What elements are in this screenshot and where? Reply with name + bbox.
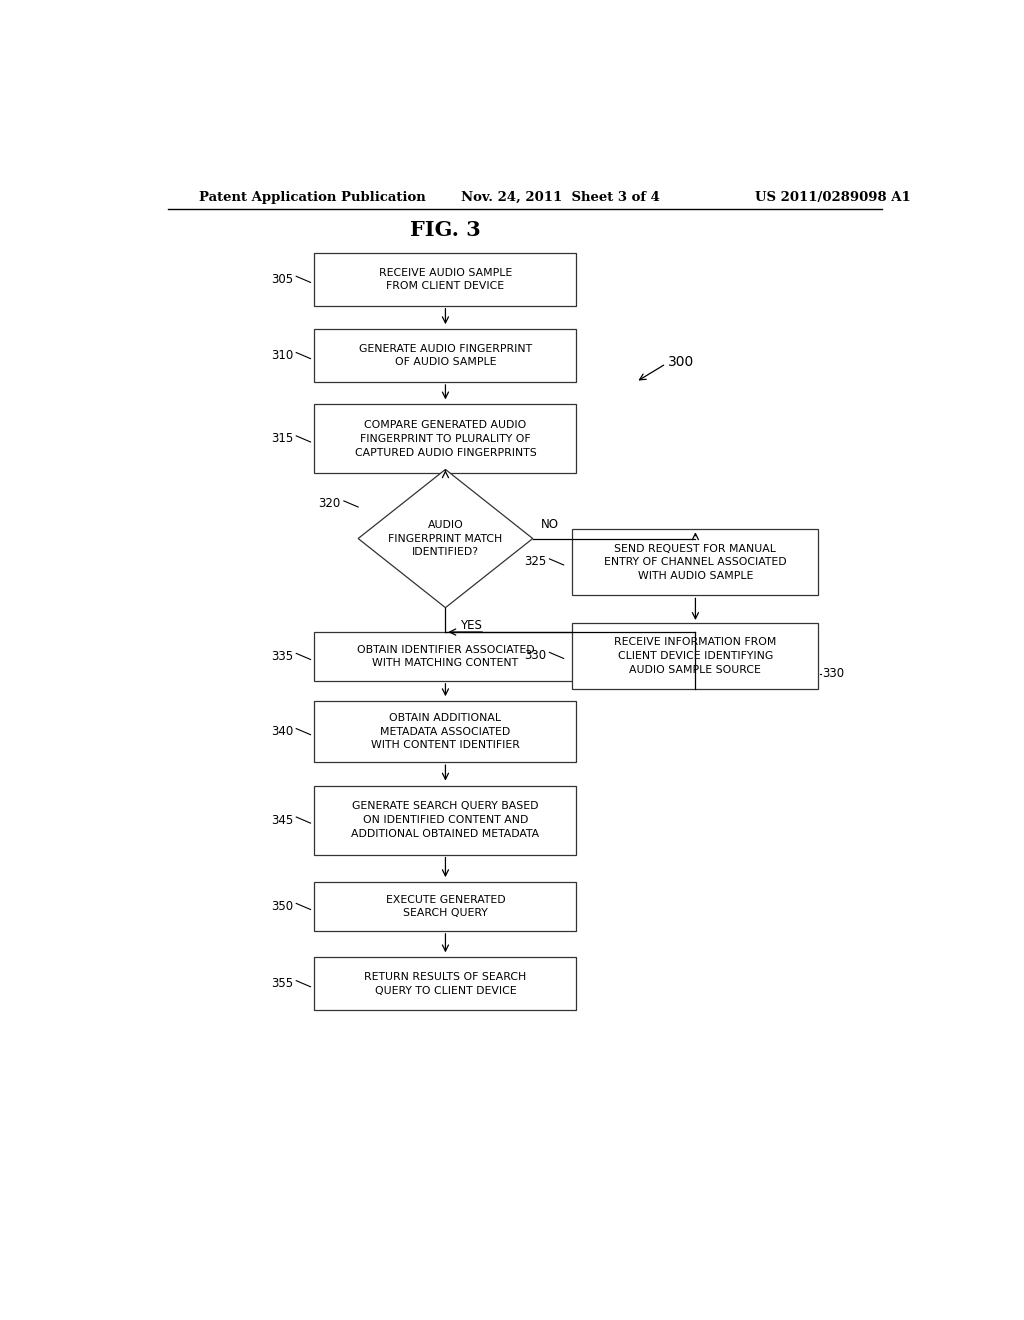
Text: 320: 320 (318, 498, 341, 511)
Text: EXECUTE GENERATED
SEARCH QUERY: EXECUTE GENERATED SEARCH QUERY (386, 895, 505, 919)
Text: SEND REQUEST FOR MANUAL
ENTRY OF CHANNEL ASSOCIATED
WITH AUDIO SAMPLE: SEND REQUEST FOR MANUAL ENTRY OF CHANNEL… (604, 544, 786, 581)
Text: RECEIVE AUDIO SAMPLE
FROM CLIENT DEVICE: RECEIVE AUDIO SAMPLE FROM CLIENT DEVICE (379, 268, 512, 292)
Bar (314, 632, 577, 681)
Bar (314, 329, 577, 381)
Text: AUDIO
FINGERPRINT MATCH
IDENTIFIED?: AUDIO FINGERPRINT MATCH IDENTIFIED? (388, 520, 503, 557)
Text: 315: 315 (270, 433, 293, 445)
Text: YES: YES (460, 619, 481, 632)
Text: 340: 340 (270, 725, 293, 738)
Bar (314, 253, 577, 306)
Text: 335: 335 (271, 649, 293, 663)
Text: OBTAIN IDENTIFIER ASSOCIATED
WITH MATCHING CONTENT: OBTAIN IDENTIFIER ASSOCIATED WITH MATCHI… (356, 644, 535, 668)
Text: RETURN RESULTS OF SEARCH
QUERY TO CLIENT DEVICE: RETURN RESULTS OF SEARCH QUERY TO CLIENT… (365, 972, 526, 995)
Bar (314, 404, 577, 474)
Text: 355: 355 (271, 977, 293, 990)
Text: 345: 345 (270, 813, 293, 826)
Text: GENERATE AUDIO FINGERPRINT
OF AUDIO SAMPLE: GENERATE AUDIO FINGERPRINT OF AUDIO SAMP… (358, 343, 532, 367)
Text: COMPARE GENERATED AUDIO
FINGERPRINT TO PLURALITY OF
CAPTURED AUDIO FINGERPRINTS: COMPARE GENERATED AUDIO FINGERPRINT TO P… (354, 420, 537, 458)
Text: 305: 305 (271, 273, 293, 286)
Text: OBTAIN ADDITIONAL
METADATA ASSOCIATED
WITH CONTENT IDENTIFIER: OBTAIN ADDITIONAL METADATA ASSOCIATED WI… (371, 713, 520, 750)
Text: US 2011/0289098 A1: US 2011/0289098 A1 (755, 190, 910, 203)
Text: 310: 310 (270, 348, 293, 362)
Text: NO: NO (541, 517, 559, 531)
Text: 330: 330 (822, 667, 845, 680)
Bar (314, 701, 577, 762)
Text: RECEIVE INFORMATION FROM
CLIENT DEVICE IDENTIFYING
AUDIO SAMPLE SOURCE: RECEIVE INFORMATION FROM CLIENT DEVICE I… (614, 638, 776, 675)
Bar (572, 623, 818, 689)
Bar (314, 785, 577, 854)
Text: FIG. 3: FIG. 3 (410, 219, 481, 239)
Text: Patent Application Publication: Patent Application Publication (200, 190, 426, 203)
Text: 300: 300 (668, 355, 694, 368)
Text: 350: 350 (271, 900, 293, 913)
Text: GENERATE SEARCH QUERY BASED
ON IDENTIFIED CONTENT AND
ADDITIONAL OBTAINED METADA: GENERATE SEARCH QUERY BASED ON IDENTIFIE… (351, 801, 540, 838)
Polygon shape (358, 470, 532, 607)
Text: 325: 325 (524, 556, 546, 569)
Bar (314, 882, 577, 931)
Text: 330: 330 (524, 649, 546, 661)
Bar (572, 529, 818, 595)
Bar (314, 957, 577, 1010)
Text: Nov. 24, 2011  Sheet 3 of 4: Nov. 24, 2011 Sheet 3 of 4 (461, 190, 660, 203)
